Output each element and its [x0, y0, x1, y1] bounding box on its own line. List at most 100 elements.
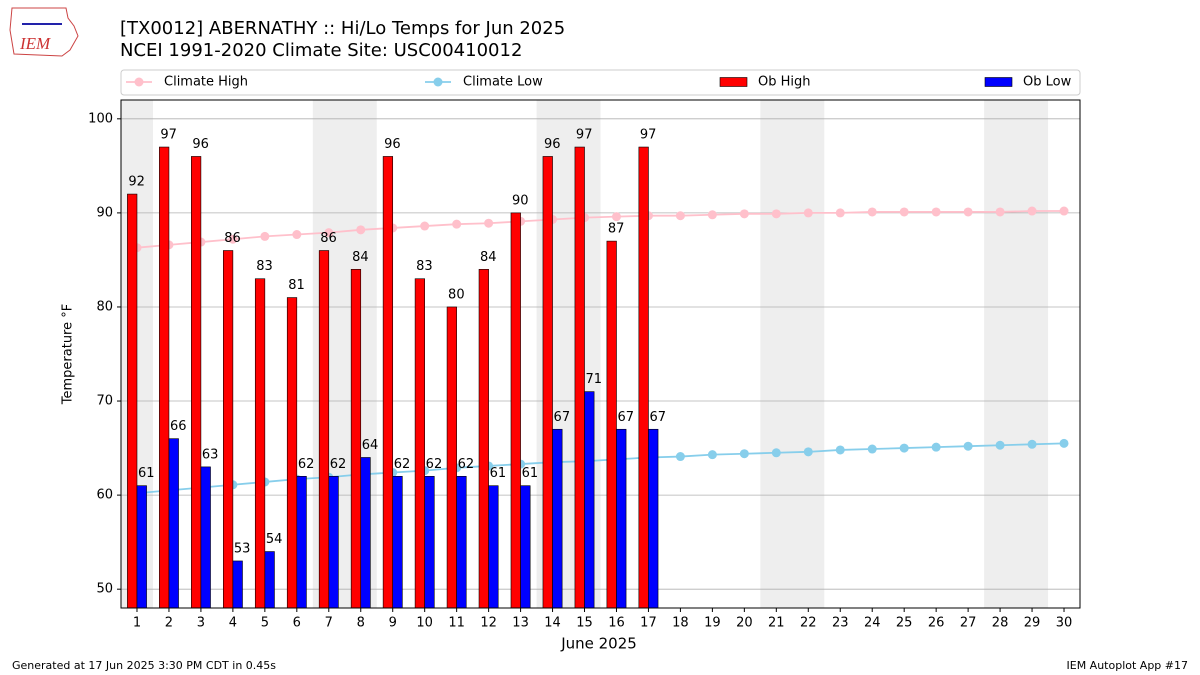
bar	[520, 485, 531, 609]
data-label: 62	[426, 457, 443, 472]
data-label: 83	[416, 259, 433, 274]
bar	[382, 156, 394, 609]
x-tick-label: 1	[133, 616, 141, 631]
x-tick-label: 12	[480, 616, 497, 631]
climate-point	[963, 441, 973, 451]
x-tick-label: 7	[325, 616, 333, 631]
y-tick-label: 90	[96, 205, 113, 220]
legend-label: Ob High	[758, 75, 811, 90]
bar	[264, 551, 275, 609]
climate-point	[771, 448, 781, 458]
data-label: 97	[576, 128, 593, 143]
y-tick-label: 60	[96, 488, 113, 503]
footer-left: Generated at 17 Jun 2025 3:30 PM CDT in …	[12, 659, 276, 672]
data-label: 62	[330, 457, 347, 472]
bar	[414, 278, 425, 609]
data-label: 90	[512, 193, 529, 208]
x-tick-label: 18	[672, 616, 689, 631]
climate-point	[931, 442, 941, 452]
legend-label: Climate Low	[463, 75, 543, 90]
logo: IEM	[9, 7, 79, 57]
data-label: 67	[554, 410, 571, 425]
x-tick-label: 30	[1056, 616, 1073, 631]
bar	[350, 269, 362, 609]
bar	[200, 466, 211, 609]
data-label: 81	[288, 278, 305, 293]
climate-point	[803, 208, 813, 218]
data-label: 66	[170, 419, 187, 434]
data-label: 83	[256, 259, 273, 274]
bar	[254, 278, 266, 609]
climate-point	[675, 452, 685, 462]
climate-point	[675, 211, 685, 221]
bar	[360, 457, 371, 609]
y-tick-label: 70	[96, 394, 113, 409]
data-label: 87	[608, 222, 625, 237]
climate-point	[356, 225, 366, 235]
x-tick-label: 6	[293, 616, 301, 631]
x-tick-label: 5	[261, 616, 269, 631]
climate-point	[260, 231, 270, 241]
data-label: 86	[320, 231, 337, 246]
climate-point	[835, 208, 845, 218]
bar	[542, 156, 553, 609]
x-tick-label: 3	[197, 616, 205, 631]
climate-point	[228, 234, 238, 244]
x-tick-label: 29	[1024, 616, 1041, 631]
climate-point	[1027, 206, 1037, 216]
weekend-band	[984, 100, 1049, 608]
x-tick-label: 28	[992, 616, 1009, 631]
climate-point	[867, 444, 877, 454]
bar	[648, 428, 659, 609]
bar	[552, 428, 563, 609]
climate-point	[867, 207, 877, 217]
bar	[318, 250, 330, 609]
climate-point	[484, 218, 494, 228]
bar	[222, 250, 234, 609]
x-tick-label: 16	[608, 616, 625, 631]
bar	[616, 428, 627, 609]
climate-point	[324, 228, 334, 238]
x-tick-label: 21	[768, 616, 785, 631]
data-label: 80	[448, 287, 465, 302]
x-tick-label: 20	[736, 616, 753, 631]
bar	[159, 146, 170, 609]
bar	[638, 146, 649, 609]
y-tick-label: 100	[88, 111, 113, 126]
x-tick-label: 9	[389, 616, 397, 631]
climate-point	[292, 230, 302, 240]
legend-swatch	[719, 77, 748, 87]
legend-label: Ob Low	[1023, 75, 1072, 90]
climate-point	[420, 221, 430, 231]
x-tick-label: 14	[544, 616, 561, 631]
data-label: 84	[352, 250, 369, 265]
data-label: 61	[490, 466, 507, 481]
x-tick-label: 22	[800, 616, 817, 631]
bar	[606, 240, 617, 609]
climate-point	[899, 207, 909, 217]
logo-text: IEM	[19, 34, 51, 53]
data-label: 67	[617, 410, 634, 425]
bar	[446, 306, 457, 609]
bar	[478, 269, 489, 609]
data-label: 61	[522, 466, 539, 481]
climate-point	[899, 443, 909, 453]
data-label: 71	[586, 372, 603, 387]
bar	[136, 485, 147, 609]
x-tick-label: 27	[960, 616, 977, 631]
data-label: 53	[234, 541, 251, 556]
climate-point	[1059, 206, 1069, 216]
data-label: 62	[394, 457, 411, 472]
bar	[232, 560, 243, 609]
chart-title: [TX0012] ABERNATHY :: Hi/Lo Temps for Ju…	[120, 18, 565, 39]
climate-point	[995, 207, 1005, 217]
bar	[286, 297, 298, 609]
bar	[456, 475, 467, 609]
x-tick-label: 2	[165, 616, 173, 631]
x-tick-label: 4	[229, 616, 237, 631]
climate-point	[1059, 438, 1069, 448]
x-tick-label: 15	[576, 616, 593, 631]
legend-marker	[433, 77, 443, 87]
y-axis-label: Temperature °F	[61, 304, 76, 405]
data-label: 96	[544, 137, 561, 152]
